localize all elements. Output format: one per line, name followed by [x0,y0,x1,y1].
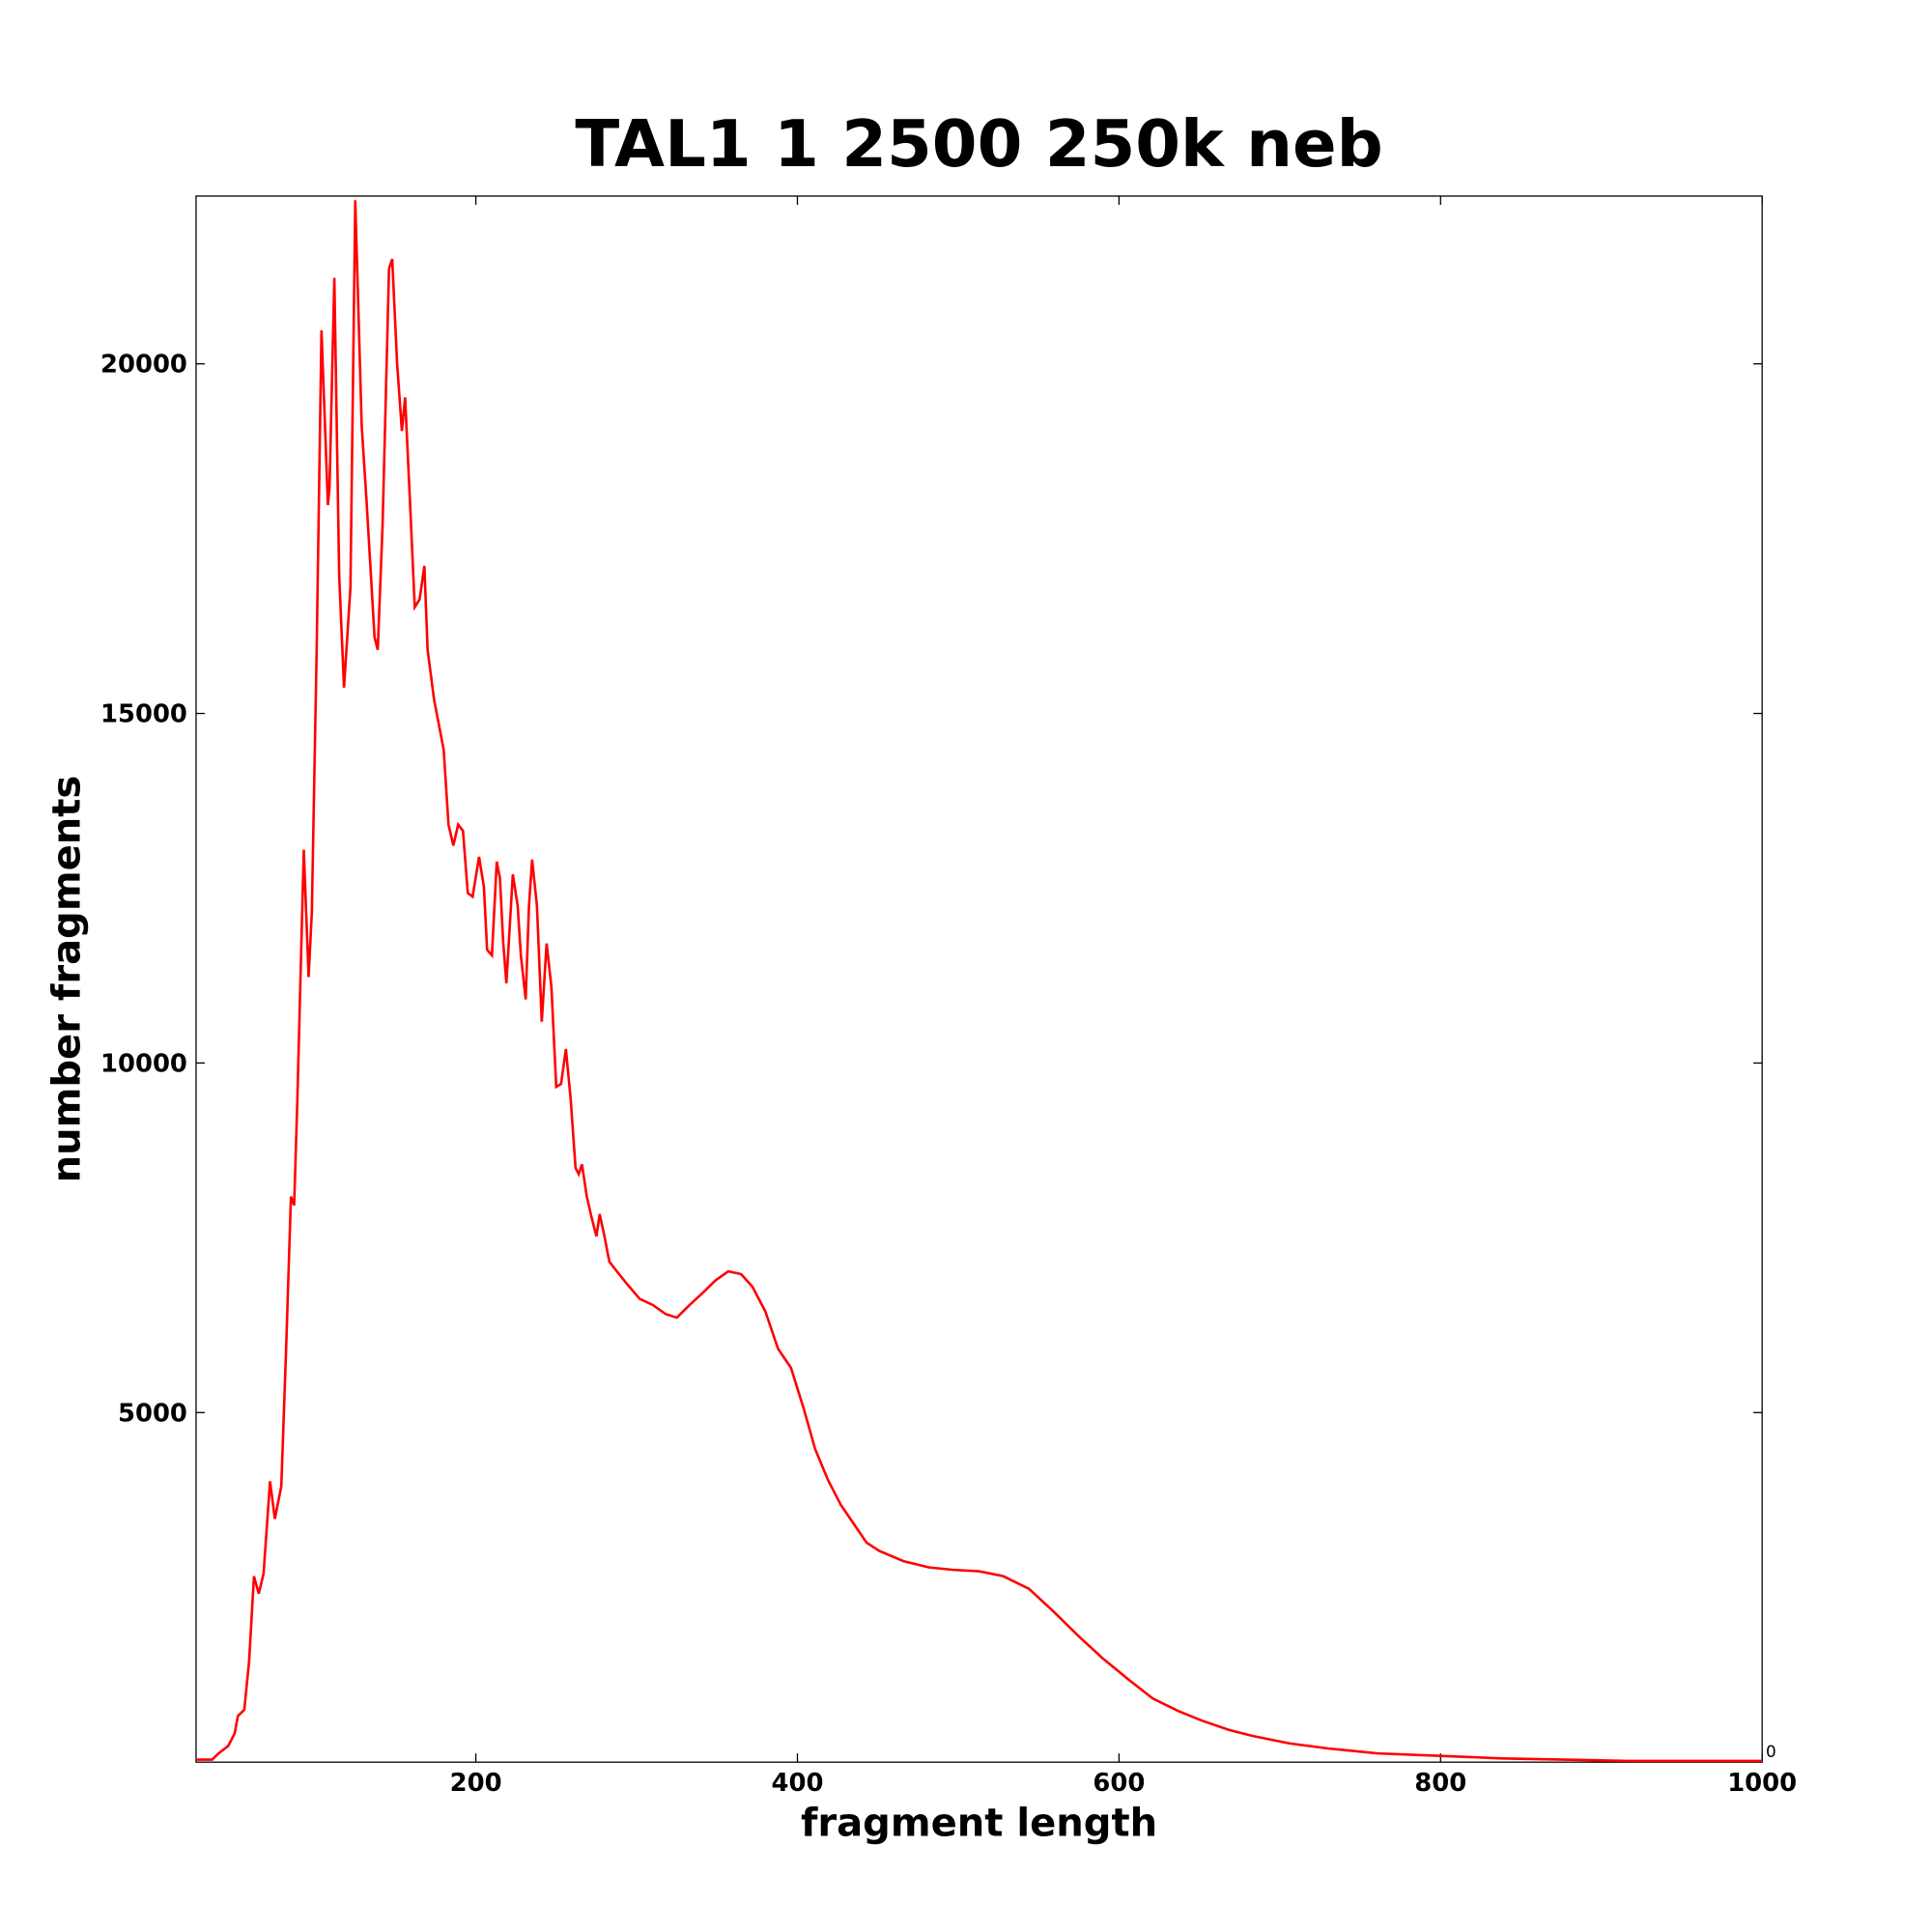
y-axis-label: number fragments [45,776,90,1183]
plot-frame [195,195,1763,1763]
x-tick-label: 600 [1093,1769,1145,1798]
x-tick-label: 1000 [1727,1769,1797,1798]
y-tick-label: 10000 [100,1049,187,1078]
x-tick-label: 400 [772,1769,824,1798]
x-tick-label: 800 [1414,1769,1466,1798]
y-tick-label: 15000 [100,700,187,729]
y-tick-label: 5000 [118,1399,187,1428]
chart-title: TAL1 1 2500 250k neb [575,106,1382,182]
x-axis-label: fragment length [801,1801,1157,1845]
corner-label: 0 [1766,1742,1776,1761]
data-line [195,200,1763,1763]
y-tick-label: 20000 [100,351,187,380]
x-tick-label: 200 [450,1769,502,1798]
